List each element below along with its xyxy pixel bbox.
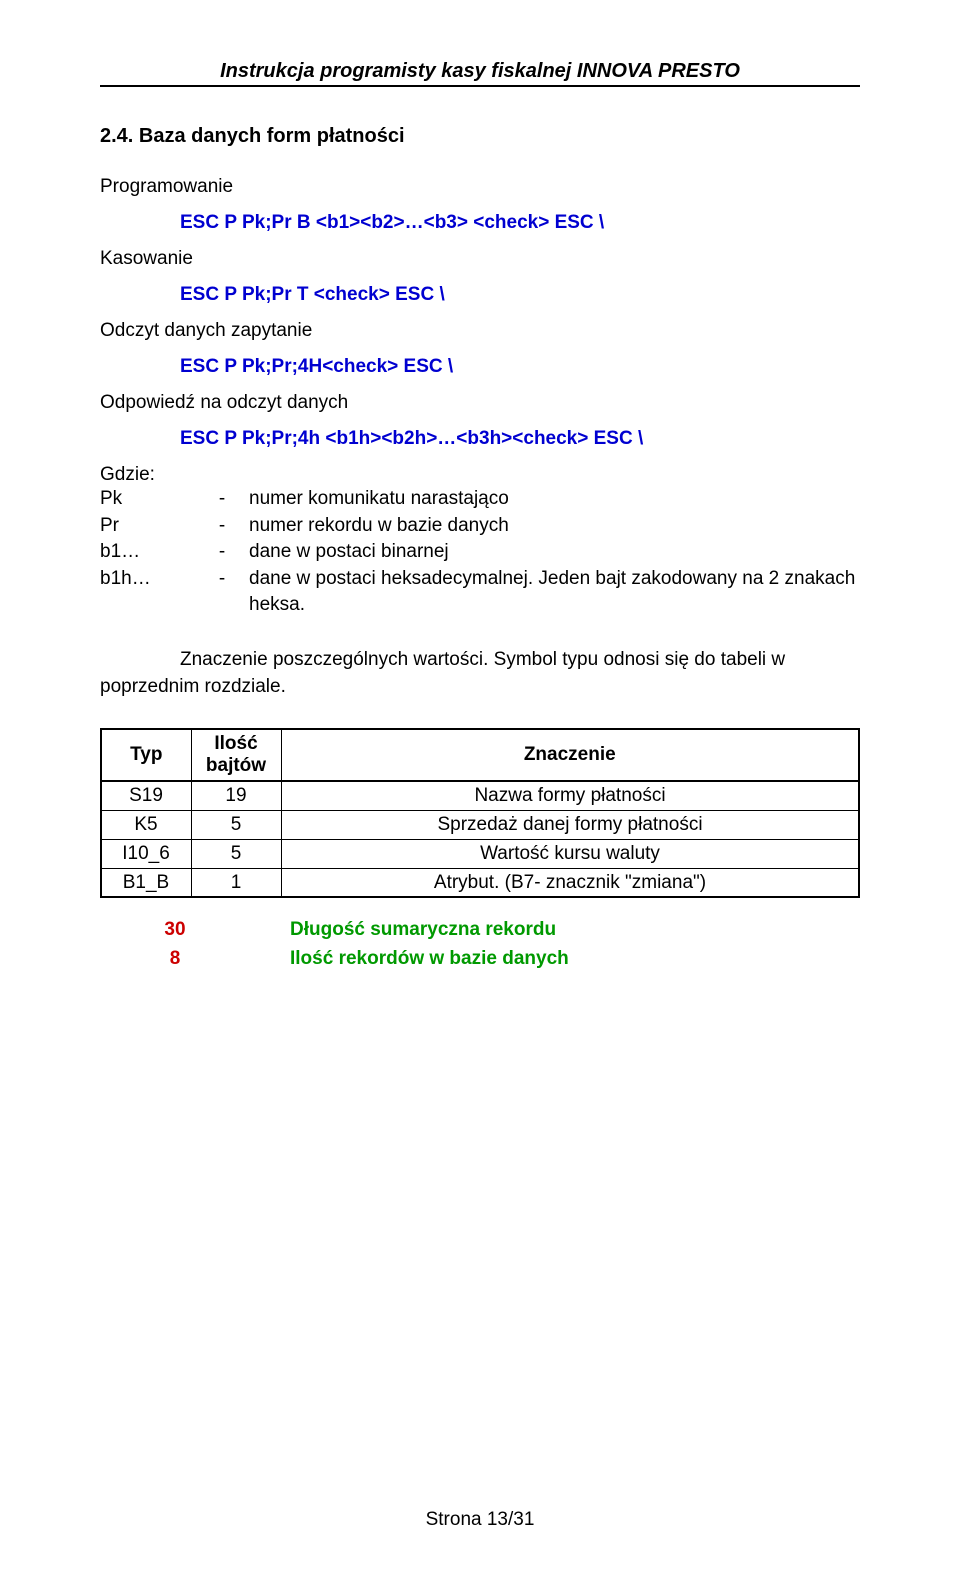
params-gdzie: Gdzie:	[100, 464, 860, 486]
param-row: Pk - numer komunikatu narastająco	[100, 486, 860, 513]
summary-row: 30 Długość sumaryczna rekordu	[100, 916, 860, 945]
label-odpowiedz: Odpowiedź na odczyt danych	[100, 392, 860, 414]
param-dash: -	[213, 486, 231, 513]
cell-bajt: 19	[191, 781, 281, 811]
label-kasowanie: Kasowanie	[100, 248, 860, 270]
cmd-kasowanie: ESC P Pk;Pr T <check> ESC \	[180, 284, 860, 306]
section-title: 2.4. Baza danych form płatności	[100, 125, 860, 148]
summary-text: Ilość rekordów w bazie danych	[290, 945, 860, 974]
table-row: I10_6 5 Wartość kursu waluty	[101, 840, 859, 869]
cell-zn: Atrybut. (B7- znacznik "zmiana")	[281, 869, 859, 898]
page-header: Instrukcja programisty kasy fiskalnej IN…	[100, 60, 860, 87]
param-dash: -	[213, 566, 231, 619]
page-footer: Strona 13/31	[0, 1509, 960, 1531]
cell-typ: K5	[101, 811, 191, 840]
cell-zn: Sprzedaż danej formy płatności	[281, 811, 859, 840]
summary-num: 8	[100, 945, 250, 974]
param-row: b1… - dane w postaci binarnej	[100, 539, 860, 566]
table-row: B1_B 1 Atrybut. (B7- znacznik "zmiana")	[101, 869, 859, 898]
param-key: b1…	[100, 539, 195, 566]
para-line2: poprzednim rozdziale.	[100, 676, 286, 697]
types-table: Typ Ilość bajtów Znaczenie S19 19 Nazwa …	[100, 728, 860, 898]
params-block: Gdzie: Pk - numer komunikatu narastająco…	[100, 464, 860, 619]
th-znaczenie: Znaczenie	[281, 729, 859, 781]
param-key: Pk	[100, 486, 195, 513]
cell-zn: Wartość kursu waluty	[281, 840, 859, 869]
th-typ: Typ	[101, 729, 191, 781]
param-key: b1h…	[100, 566, 195, 619]
cell-bajt: 5	[191, 811, 281, 840]
summary-num: 30	[100, 916, 250, 945]
param-desc: dane w postaci binarnej	[249, 539, 860, 566]
param-key: Pr	[100, 513, 195, 540]
param-desc: numer rekordu w bazie danych	[249, 513, 860, 540]
cmd-odpowiedz: ESC P Pk;Pr;4h <b1h><b2h>…<b3h><check> E…	[180, 428, 860, 450]
para-line1: Znaczenie poszczególnych wartości. Symbo…	[180, 649, 785, 670]
description-para: Znaczenie poszczególnych wartości. Symbo…	[100, 647, 860, 700]
cmd-programowanie: ESC P Pk;Pr B <b1><b2>…<b3> <check> ESC …	[180, 212, 860, 234]
param-dash: -	[213, 539, 231, 566]
th-bajt: Ilość bajtów	[191, 729, 281, 781]
cell-bajt: 5	[191, 840, 281, 869]
cell-bajt: 1	[191, 869, 281, 898]
table-row: S19 19 Nazwa formy płatności	[101, 781, 859, 811]
param-row: Pr - numer rekordu w bazie danych	[100, 513, 860, 540]
cell-zn: Nazwa formy płatności	[281, 781, 859, 811]
cell-typ: B1_B	[101, 869, 191, 898]
param-desc: numer komunikatu narastająco	[249, 486, 860, 513]
param-desc: dane w postaci heksadecymalnej. Jeden ba…	[249, 566, 860, 619]
table-row: K5 5 Sprzedaż danej formy płatności	[101, 811, 859, 840]
summary-block: 30 Długość sumaryczna rekordu 8 Ilość re…	[100, 916, 860, 973]
label-odczyt-zapytanie: Odczyt danych zapytanie	[100, 320, 860, 342]
param-row: b1h… - dane w postaci heksadecymalnej. J…	[100, 566, 860, 619]
summary-text: Długość sumaryczna rekordu	[290, 916, 860, 945]
param-dash: -	[213, 513, 231, 540]
cmd-odczyt-zapytanie: ESC P Pk;Pr;4H<check> ESC \	[180, 356, 860, 378]
cell-typ: S19	[101, 781, 191, 811]
cell-typ: I10_6	[101, 840, 191, 869]
summary-row: 8 Ilość rekordów w bazie danych	[100, 945, 860, 974]
label-programowanie: Programowanie	[100, 176, 860, 198]
table-header-row: Typ Ilość bajtów Znaczenie	[101, 729, 859, 781]
